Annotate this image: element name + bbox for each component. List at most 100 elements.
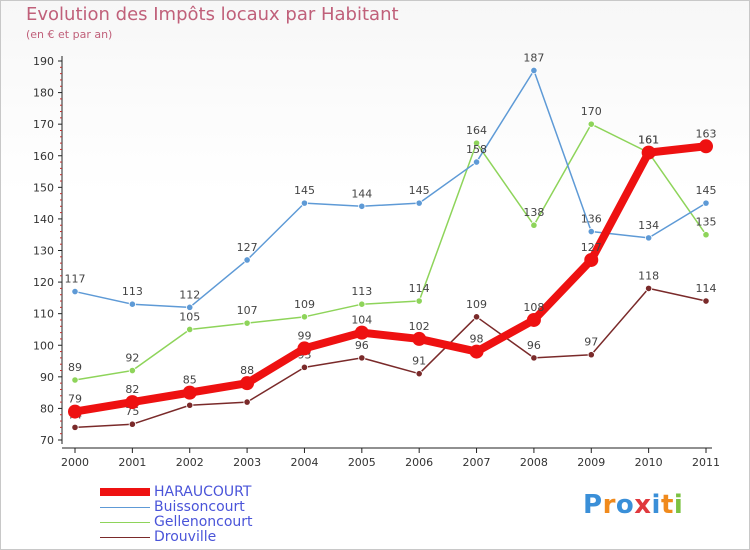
data-point-drouville <box>415 370 423 378</box>
data-label-drouville: 118 <box>638 269 659 282</box>
legend-swatch-buissoncourt <box>100 507 150 508</box>
x-tick-label: 2007 <box>463 456 491 469</box>
data-label-gellenoncourt: 92 <box>125 352 139 365</box>
x-tick-label: 2002 <box>176 456 204 469</box>
data-label-haraucourt: 85 <box>183 374 197 387</box>
data-label-gellenoncourt: 170 <box>581 105 602 118</box>
data-label-drouville: 109 <box>466 298 487 311</box>
legend-swatch-haraucourt <box>100 488 150 496</box>
data-point-buissoncourt <box>186 303 194 311</box>
data-point-gellenoncourt <box>415 297 423 305</box>
y-tick-label: 190 <box>33 55 54 68</box>
x-tick-label: 2001 <box>118 456 146 469</box>
data-point-drouville <box>71 423 79 431</box>
x-tick-label: 2005 <box>348 456 376 469</box>
data-point-haraucourt <box>699 139 713 154</box>
data-label-drouville: 96 <box>355 339 369 352</box>
data-point-gellenoncourt <box>530 221 538 229</box>
data-point-drouville <box>530 354 538 362</box>
data-label-haraucourt: 108 <box>523 301 544 314</box>
data-point-drouville <box>645 284 653 292</box>
data-point-drouville <box>243 398 251 406</box>
data-label-haraucourt: 99 <box>297 329 311 342</box>
data-label-haraucourt: 163 <box>696 127 717 140</box>
data-label-gellenoncourt: 138 <box>523 206 544 219</box>
data-label-gellenoncourt: 109 <box>294 298 315 311</box>
data-point-drouville <box>128 420 136 428</box>
data-point-gellenoncourt <box>587 120 595 128</box>
logo-letter: i <box>673 490 684 520</box>
chart-subtitle: (en € et par an) <box>26 28 113 41</box>
legend-swatch-drouville <box>100 537 150 538</box>
data-point-drouville <box>587 351 595 359</box>
data-label-drouville: 114 <box>696 282 717 295</box>
data-point-haraucourt <box>526 312 541 327</box>
x-tick-label: 2004 <box>290 456 318 469</box>
data-label-haraucourt: 88 <box>240 364 254 377</box>
data-point-drouville <box>358 354 366 362</box>
data-point-haraucourt <box>125 395 140 410</box>
data-point-gellenoncourt <box>128 366 136 375</box>
data-point-haraucourt <box>584 252 599 267</box>
data-label-haraucourt: 102 <box>409 320 430 333</box>
x-tick-label: 2000 <box>61 456 89 469</box>
data-point-buissoncourt <box>358 202 366 210</box>
data-label-buissoncourt: 187 <box>523 51 544 64</box>
y-tick-label: 90 <box>40 371 54 384</box>
data-label-gellenoncourt: 89 <box>68 361 82 374</box>
data-label-haraucourt: 79 <box>68 393 82 406</box>
data-label-drouville: 97 <box>584 336 598 349</box>
y-tick-label: 120 <box>33 276 54 289</box>
logo-letter: o <box>615 490 635 520</box>
x-tick-label: 2009 <box>577 456 605 469</box>
x-tick-label: 2006 <box>405 456 433 469</box>
series-line-haraucourt <box>71 142 710 416</box>
data-point-drouville <box>472 313 481 321</box>
data-point-buissoncourt <box>415 199 423 207</box>
data-label-buissoncourt: 145 <box>294 184 315 197</box>
data-label-buissoncourt: 145 <box>696 184 717 197</box>
data-point-buissoncourt <box>300 199 309 207</box>
data-point-gellenoncourt <box>702 231 710 239</box>
y-tick-label: 80 <box>40 402 54 415</box>
logo-letter: i <box>651 490 661 520</box>
data-label-haraucourt: 98 <box>470 333 484 346</box>
logo-letter: t <box>660 490 674 520</box>
x-tick-label: 2008 <box>520 456 548 469</box>
data-point-drouville <box>300 363 309 371</box>
data-label-gellenoncourt: 107 <box>237 304 258 317</box>
data-point-gellenoncourt <box>71 376 79 384</box>
data-label-buissoncourt: 145 <box>409 184 430 197</box>
series-line-buissoncourt <box>74 69 707 309</box>
data-point-drouville <box>702 297 710 305</box>
data-point-haraucourt <box>182 385 197 400</box>
data-point-buissoncourt <box>530 66 538 75</box>
data-point-haraucourt <box>469 344 484 359</box>
data-point-gellenoncourt <box>243 319 251 327</box>
y-tick-label: 140 <box>33 213 54 226</box>
data-point-buissoncourt <box>645 234 653 242</box>
data-label-buissoncourt: 117 <box>65 273 86 286</box>
data-point-buissoncourt <box>472 158 481 166</box>
data-label-buissoncourt: 112 <box>179 288 200 301</box>
proxiti-logo: Proxiti <box>583 490 683 520</box>
y-tick-label: 100 <box>33 339 54 352</box>
data-label-gellenoncourt: 114 <box>409 282 430 295</box>
data-label-buissoncourt: 158 <box>466 143 487 156</box>
x-tick-label: 2010 <box>635 456 663 469</box>
data-point-buissoncourt <box>128 300 136 308</box>
legend-swatch-gellenoncourt <box>100 522 150 523</box>
chart-title: Evolution des Impôts locaux par Habitant <box>26 4 399 25</box>
data-point-gellenoncourt <box>358 300 366 308</box>
data-point-haraucourt <box>297 341 312 356</box>
data-label-drouville: 75 <box>125 405 139 418</box>
data-label-haraucourt: 161 <box>638 134 659 147</box>
logo-letter: P <box>583 490 603 520</box>
logo-letter: r <box>602 490 616 520</box>
y-tick-label: 160 <box>33 150 54 163</box>
data-label-gellenoncourt: 135 <box>696 216 717 229</box>
data-label-buissoncourt: 136 <box>581 213 602 226</box>
data-point-gellenoncourt <box>186 325 194 334</box>
legend-label-drouville: Drouville <box>154 529 217 545</box>
